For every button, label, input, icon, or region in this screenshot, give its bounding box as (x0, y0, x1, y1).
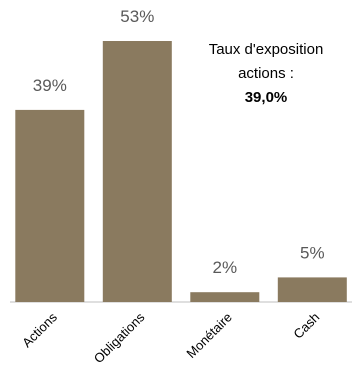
category-labels-group: Actions Obligations Monétaire Cash (19, 309, 322, 366)
category-label-monetaire: Monétaire (183, 310, 234, 361)
category-label-obligations: Obligations (91, 309, 148, 366)
value-label-actions: 39% (33, 76, 67, 95)
value-label-obligations: 53% (120, 7, 154, 26)
bar-obligations (102, 41, 172, 302)
value-label-monetaire: 2% (213, 258, 238, 277)
bar-actions (15, 109, 85, 303)
bar-monetaire (190, 292, 260, 302)
annotation-line1: Taux d'exposition (208, 41, 324, 58)
category-label-actions: Actions (19, 309, 60, 350)
bar-cash (277, 277, 347, 302)
annotation-value: 39,0% (244, 89, 288, 106)
annotation-line2: actions : (238, 65, 294, 82)
bars-group (15, 41, 347, 303)
value-label-cash: 5% (300, 243, 325, 262)
exposure-annotation: Taux d'exposition actions : 39,0% (196, 38, 336, 110)
value-labels-group: 39% 53% 2% 5% (33, 7, 325, 277)
category-label-cash: Cash (290, 310, 322, 342)
